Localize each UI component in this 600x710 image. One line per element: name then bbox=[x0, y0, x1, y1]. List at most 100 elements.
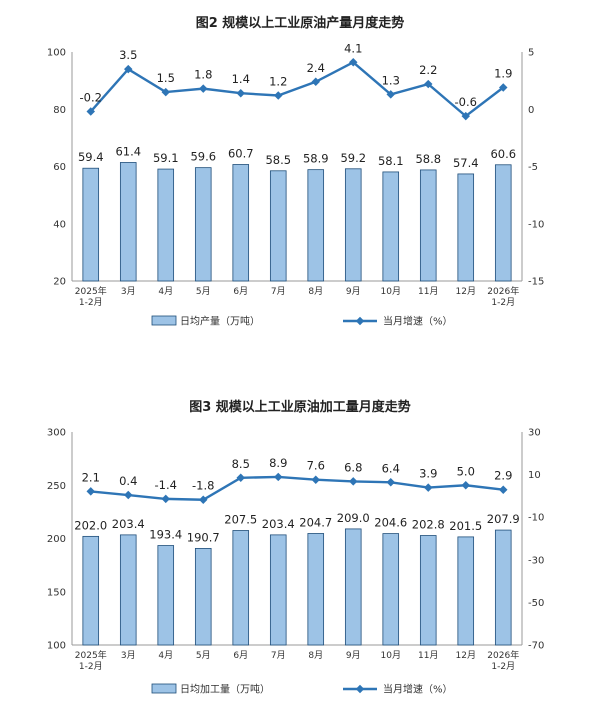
bar bbox=[232, 164, 250, 282]
y-right-tick-label: -15 bbox=[528, 277, 544, 288]
bar bbox=[419, 535, 437, 646]
y-right-tick-label: 10 bbox=[528, 470, 541, 481]
line-value-label: 2.4 bbox=[307, 61, 325, 75]
bar bbox=[232, 530, 250, 646]
line-value-label: 5.0 bbox=[457, 464, 475, 478]
y-right-tick-label: -5 bbox=[528, 162, 538, 173]
line-value-label: 1.9 bbox=[494, 66, 512, 80]
line-value-label: 1.5 bbox=[157, 71, 175, 85]
bar-value-label: 58.1 bbox=[378, 154, 404, 168]
x-tick-label: 7月 bbox=[271, 286, 286, 297]
x-tick-label: 2025年 bbox=[75, 649, 107, 661]
bar-value-label: 209.0 bbox=[337, 511, 370, 525]
bar-value-label: 207.9 bbox=[487, 512, 520, 526]
line-point bbox=[386, 478, 395, 487]
x-tick-label: 3月 bbox=[121, 286, 136, 297]
bar-value-label: 58.8 bbox=[415, 152, 441, 166]
x-tick-label: 6月 bbox=[233, 650, 248, 661]
bar bbox=[457, 536, 475, 646]
bar-value-label: 60.6 bbox=[490, 147, 516, 161]
bar-value-label: 202.0 bbox=[74, 518, 107, 532]
x-tick-label: 10月 bbox=[381, 286, 401, 297]
y-right-tick-label: -10 bbox=[528, 513, 544, 524]
line-point bbox=[311, 77, 320, 87]
bar bbox=[119, 534, 137, 646]
line-value-label: -1.4 bbox=[155, 478, 177, 492]
line-point bbox=[161, 494, 170, 504]
x-tick-label: 6月 bbox=[233, 286, 248, 297]
x-tick-label: 2026年 bbox=[487, 649, 519, 661]
y-right-tick-label: 30 bbox=[528, 428, 541, 439]
bar bbox=[194, 167, 212, 282]
y-left-tick-label: 60 bbox=[53, 162, 66, 173]
bar bbox=[494, 529, 512, 646]
line-value-label: 6.8 bbox=[344, 460, 362, 474]
legend-bar-swatch bbox=[151, 683, 177, 694]
y-right-tick-label: -30 bbox=[528, 555, 544, 566]
y-left-tick-label: 300 bbox=[47, 428, 66, 439]
bar bbox=[419, 169, 437, 282]
line-value-label: 1.3 bbox=[382, 73, 400, 87]
line-value-label: 7.6 bbox=[307, 459, 325, 473]
y-left-tick-label: 250 bbox=[47, 481, 66, 492]
line-point bbox=[274, 91, 283, 100]
bar-value-label: 58.5 bbox=[265, 153, 291, 167]
bar-value-label: 60.7 bbox=[228, 146, 254, 160]
bar-value-label: 59.6 bbox=[190, 150, 216, 164]
x-tick-label: 7月 bbox=[271, 650, 286, 661]
bar-value-label: 204.6 bbox=[374, 516, 407, 530]
legend-line-marker bbox=[355, 316, 365, 326]
line-value-label: -0.6 bbox=[455, 95, 477, 109]
x-tick-label: 11月 bbox=[418, 650, 438, 661]
x-tick-label: 8月 bbox=[308, 650, 323, 661]
bar-value-label: 204.7 bbox=[299, 515, 332, 529]
line-point bbox=[161, 87, 170, 97]
line-point bbox=[461, 481, 470, 490]
line-point bbox=[349, 58, 358, 67]
x-tick-label: 12月 bbox=[456, 650, 476, 661]
line-point bbox=[424, 79, 433, 89]
bar-value-label: 58.9 bbox=[303, 152, 329, 166]
growth-rate-line bbox=[89, 60, 504, 118]
line-value-label: 1.2 bbox=[269, 75, 287, 89]
line-point bbox=[86, 487, 95, 496]
bar-value-label: 190.7 bbox=[187, 530, 220, 544]
bar bbox=[307, 169, 325, 282]
line-value-label: 1.4 bbox=[232, 72, 250, 86]
bar bbox=[269, 534, 287, 646]
bar bbox=[157, 545, 175, 646]
y-left-tick-label: 200 bbox=[47, 534, 66, 545]
bar-value-label: 61.4 bbox=[115, 144, 141, 158]
bar bbox=[344, 168, 362, 282]
bar-value-label: 59.1 bbox=[153, 151, 179, 165]
chart-title: 图2 规模以上工业原油产量月度走势 bbox=[196, 15, 405, 31]
x-tick-label: 9月 bbox=[346, 650, 361, 661]
x-tick-label: 10月 bbox=[381, 650, 401, 661]
x-tick-label: 2026年 bbox=[487, 285, 519, 297]
bar bbox=[194, 548, 212, 646]
bar bbox=[82, 535, 100, 646]
line-point bbox=[349, 477, 358, 486]
line-point bbox=[86, 107, 95, 116]
line-value-label: 2.1 bbox=[82, 470, 100, 484]
bar bbox=[307, 533, 325, 646]
x-tick-label: 4月 bbox=[158, 286, 173, 297]
bar bbox=[457, 173, 475, 282]
bar-value-label: 201.5 bbox=[449, 519, 482, 533]
chart-crude-oil-output: 图2 规模以上工业原油产量月度走势 20 40 60 80 100 -15 -10 -5 0 5 20… bbox=[47, 15, 544, 328]
bar-value-label: 207.5 bbox=[224, 513, 257, 527]
x-tick-label: 3月 bbox=[121, 650, 136, 661]
line-value-label: -1.8 bbox=[192, 479, 214, 493]
line-value-label: 4.1 bbox=[344, 41, 362, 55]
line-value-label: 3.9 bbox=[419, 467, 437, 481]
legend-bar-label: 日均加工量（万吨） bbox=[180, 683, 270, 696]
x-tick-label: 8月 bbox=[308, 286, 323, 297]
y-left-tick-label: 80 bbox=[53, 105, 66, 116]
x-tick-label: 5月 bbox=[196, 286, 211, 297]
bar bbox=[382, 171, 400, 282]
y-right-tick-label: 0 bbox=[528, 105, 534, 116]
line-point bbox=[424, 483, 433, 492]
bar bbox=[382, 533, 400, 646]
line-point bbox=[124, 490, 133, 500]
line-value-label: 6.4 bbox=[382, 461, 400, 475]
